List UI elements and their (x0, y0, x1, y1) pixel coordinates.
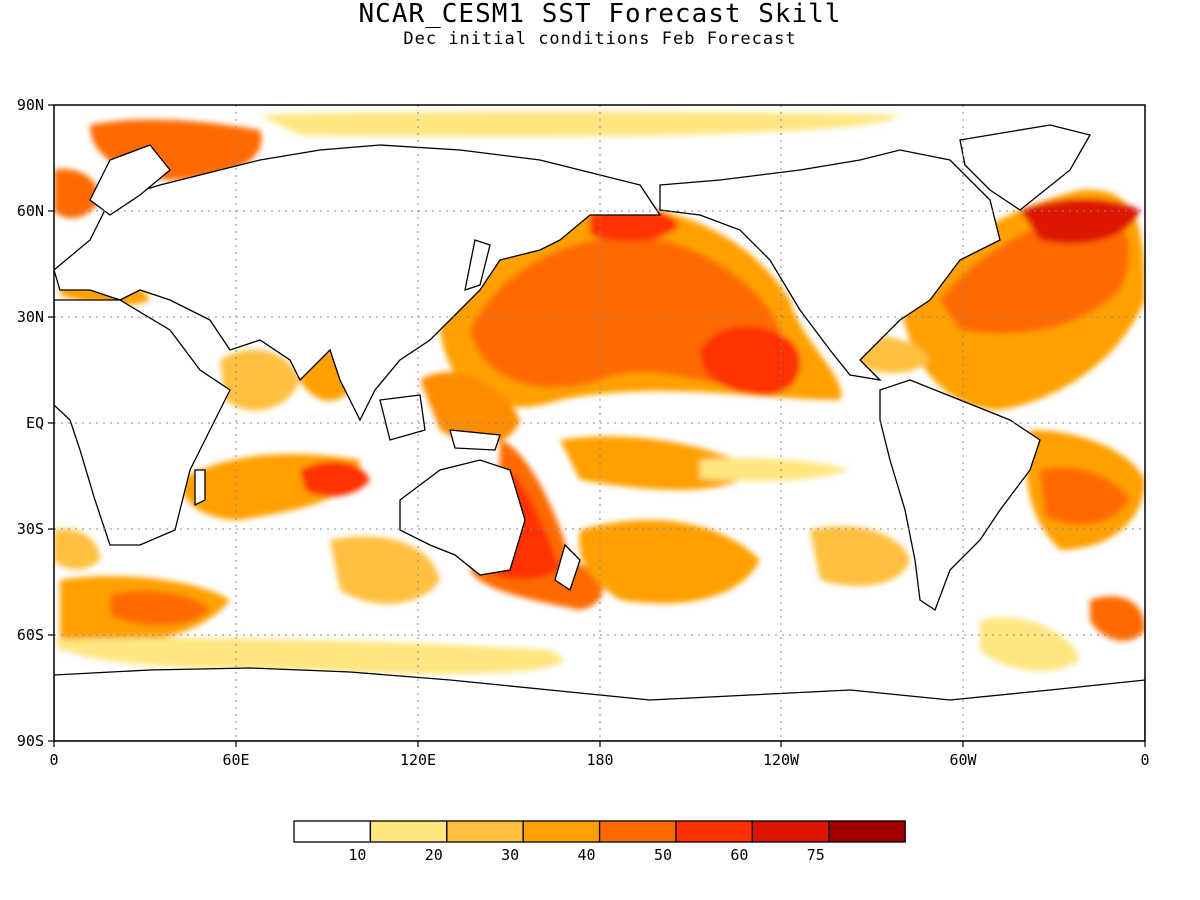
skill-region-subpolar-max (1020, 198, 1140, 244)
lon-label: 0 (49, 751, 58, 769)
colorbar-label: 30 (501, 846, 519, 864)
island-new-zealand (554, 543, 581, 592)
island-new-guinea (449, 429, 501, 451)
island-japan (464, 239, 491, 291)
lon-label: 60W (949, 751, 977, 769)
colorbar-swatch (828, 820, 906, 843)
skill-region-south-atlantic-core (1040, 467, 1130, 525)
continent-antarctica (54, 667, 1145, 741)
colorbar-swatch (751, 820, 830, 843)
colorbar-label: 10 (348, 846, 366, 864)
colorbar-swatch (446, 820, 524, 843)
gridlines (54, 105, 1145, 741)
colorbar-label: 20 (425, 846, 443, 864)
colorbar: 10 20 30 40 50 60 75 (293, 820, 906, 864)
skill-region-west-pacific (420, 372, 520, 444)
skill-region-indian-southern (330, 536, 440, 604)
lon-label: 120W (763, 751, 800, 769)
lat-label: 60S (17, 626, 44, 644)
lon-labels: 0 60E 120E 180 120W 60W 0 (49, 751, 1149, 769)
lat-label: 60N (17, 202, 44, 220)
lon-label: 180 (586, 751, 613, 769)
colorbar-swatch (598, 820, 677, 843)
continent-africa (54, 299, 231, 546)
map-title: NCAR_CESM1 SST Forecast Skill (358, 0, 842, 29)
continent-australia (399, 459, 526, 576)
colorbar-label: 40 (578, 846, 596, 864)
colorbar-swatch (369, 820, 448, 843)
continent-eurasia (54, 144, 662, 422)
island-madagascar (194, 469, 206, 507)
skill-region-trop-pacific-yellow (700, 458, 850, 482)
skill-region-southern-ocean-band (54, 638, 563, 674)
map-subtitle: Dec initial conditions Feb Forecast (403, 29, 797, 49)
lat-label: EQ (26, 414, 44, 432)
skill-region-nordic-seas (54, 169, 100, 219)
skill-region-ne-pacific-max (700, 326, 801, 395)
colorbar-swatch (293, 820, 372, 843)
lat-labels: 90N 60N 30N EQ 30S 60S 90S (17, 96, 44, 750)
colorbar-swatch (522, 820, 601, 843)
skill-region-arabian-sea (220, 349, 300, 411)
skill-region-sw-atlantic-south (1090, 596, 1145, 641)
lat-label: 90N (17, 96, 44, 114)
skill-region-south-indian-core (300, 461, 370, 497)
skill-region-arctic-dots (260, 111, 900, 137)
skill-field (54, 111, 1145, 674)
skill-region-se-pacific (810, 526, 910, 586)
continent-scandinavia (89, 144, 171, 216)
skill-region-southern-atlantic-yellow (980, 617, 1080, 671)
island-greenland (959, 124, 1091, 211)
lon-label: 0 (1140, 751, 1149, 769)
lat-label: 90S (17, 732, 44, 750)
skill-region-sw-indian-core (110, 590, 210, 626)
island-borneo (379, 394, 426, 441)
tick-marks (48, 104, 1146, 747)
colorbar-label: 60 (730, 846, 748, 864)
lon-label: 60E (222, 751, 249, 769)
continents (54, 124, 1145, 741)
colorbar-swatch (675, 820, 754, 843)
lat-label: 30N (17, 308, 44, 326)
colorbar-label: 75 (807, 846, 825, 864)
lat-label: 30S (17, 520, 44, 538)
skill-region-south-pacific (579, 520, 760, 604)
colorbar-label: 50 (654, 846, 672, 864)
skill-region-west-africa (54, 529, 100, 570)
lon-label: 120E (400, 751, 436, 769)
continent-north-america (659, 149, 1001, 381)
continent-south-america (879, 379, 1041, 611)
